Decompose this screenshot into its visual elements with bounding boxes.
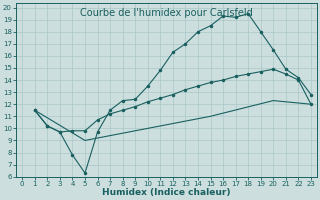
X-axis label: Humidex (Indice chaleur): Humidex (Indice chaleur) bbox=[102, 188, 231, 197]
Text: Courbe de l'humidex pour Carlsfeld: Courbe de l'humidex pour Carlsfeld bbox=[80, 8, 253, 18]
